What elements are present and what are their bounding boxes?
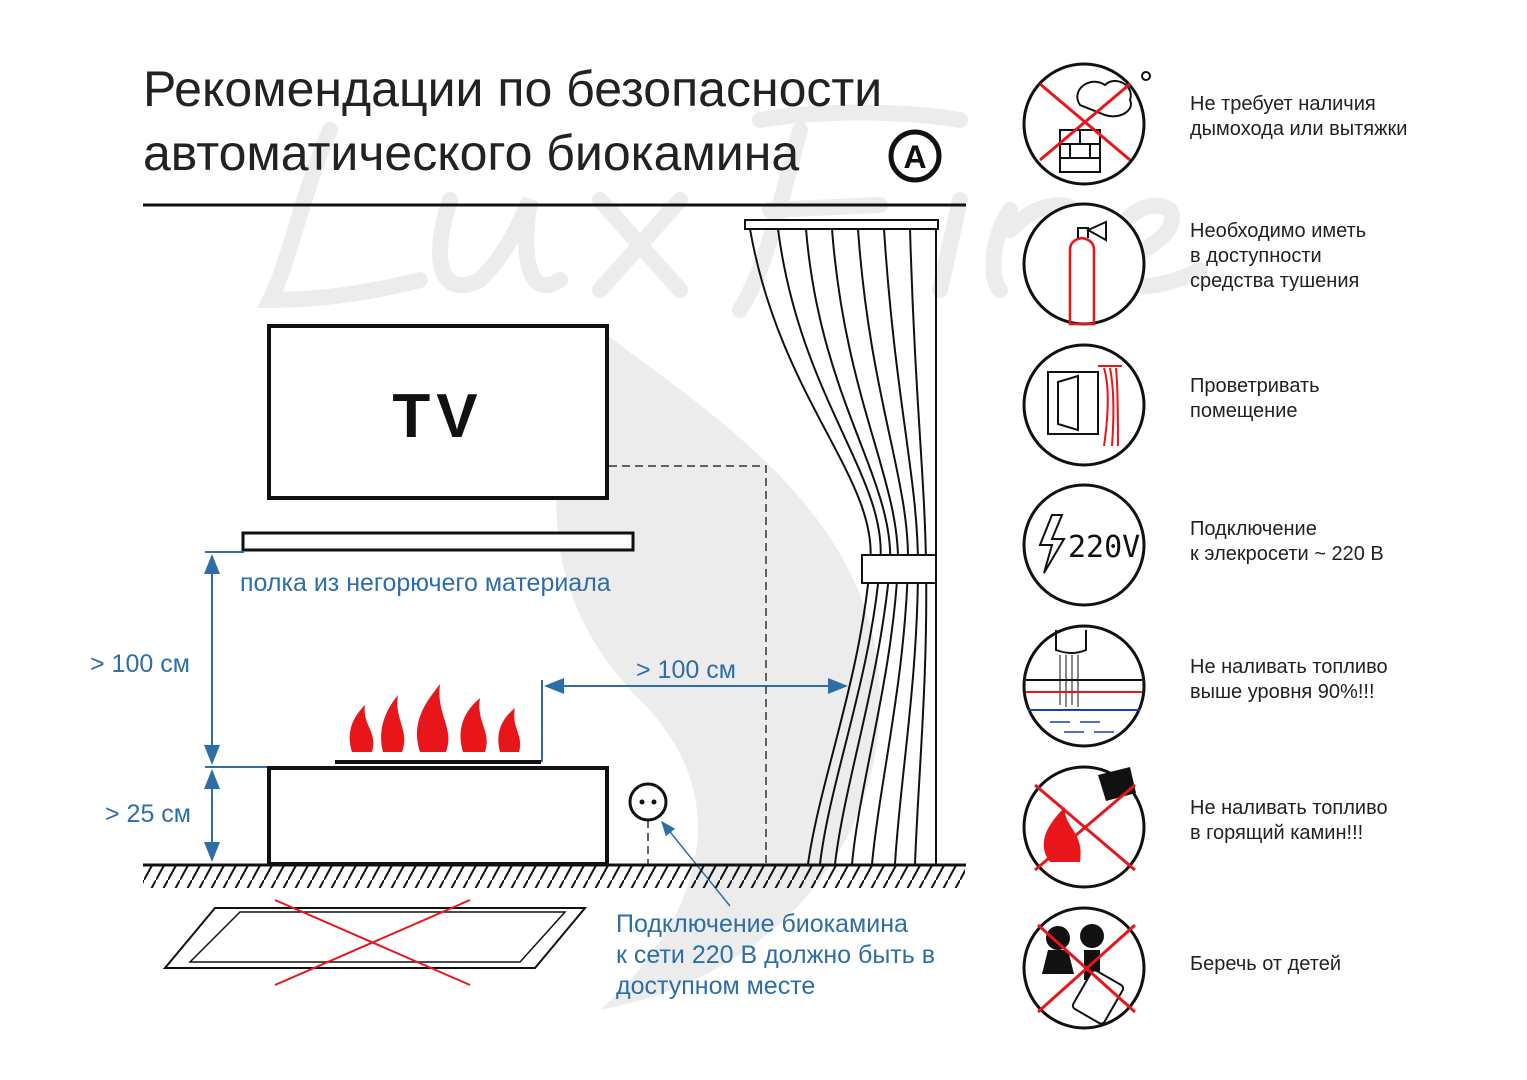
title-line-2: автоматического биокамина <box>143 125 799 181</box>
rule-list: Не требует наличия дымохода или вытяжки Н… <box>1022 62 1407 1030</box>
dim-shelf-label: > 100 см <box>90 650 190 678</box>
svg-text:Беречь от детей: Беречь от детей <box>1190 953 1341 975</box>
svg-text:220V: 220V <box>1068 530 1140 565</box>
tv: TV <box>267 324 609 500</box>
rule-item: Проветривать помещение <box>1022 343 1320 467</box>
rule-item: Не наливать топливо в горящий камин!!! <box>1022 765 1388 889</box>
socket-note: Подключение биокамина к сети 220 В должн… <box>616 910 942 1000</box>
floor <box>143 863 966 888</box>
keep-from-children-icon <box>1022 906 1146 1030</box>
flame-icon <box>349 684 521 752</box>
power-socket <box>628 782 668 822</box>
biofireplace <box>267 684 609 866</box>
rule-item: Необходимо иметь в доступности средства ту… <box>1022 202 1366 326</box>
shelf-label: полка из негорючего материала <box>240 569 611 597</box>
title-line-1: Рекомендации по безопасности <box>143 61 882 117</box>
no-chimney-icon <box>1022 62 1151 186</box>
svg-text:A: A <box>903 139 926 175</box>
shelf <box>241 531 635 552</box>
dim-floor-label: > 25 см <box>105 800 191 828</box>
dimension-curtain-distance <box>541 678 848 762</box>
curtain <box>744 219 939 865</box>
version-badge: A <box>888 129 942 183</box>
fuel-level-icon <box>1022 624 1146 748</box>
rule-item: Беречь от детей <box>1022 906 1341 1030</box>
rule-item: Не наливать топливо выше уровня 90%!!! <box>1022 624 1388 748</box>
rule-item: Не требует наличия дымохода или вытяжки <box>1022 62 1407 186</box>
tv-label: TV <box>392 382 483 451</box>
power-220v-icon: 220V <box>1022 483 1146 607</box>
no-rug-icon <box>162 899 588 986</box>
dim-curtain-label: > 100 см <box>636 656 736 684</box>
no-refuel-burning-icon <box>1022 765 1146 889</box>
fire-extinguisher-icon <box>1022 202 1146 326</box>
ventilation-window-icon <box>1022 343 1146 467</box>
dimension-shelf-height <box>204 551 270 862</box>
rule-item: 220V Подключение к элекросети ~ 220 В <box>1022 483 1384 607</box>
